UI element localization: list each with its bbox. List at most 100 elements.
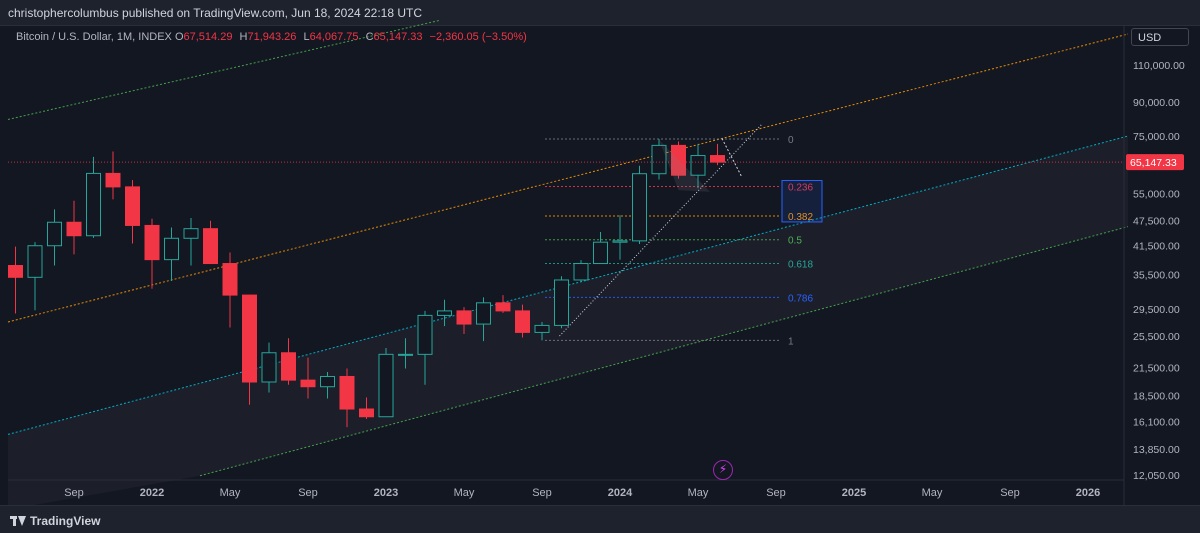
candle-body: [144, 224, 160, 261]
candle-body: [86, 172, 101, 237]
change-value: −2,360.05 (−3.50%): [429, 31, 527, 43]
brand-name: TradingView: [30, 514, 101, 528]
fib-level-label: 0.618: [788, 259, 813, 270]
candle-body: [261, 352, 277, 383]
last-price-tag: [1126, 154, 1184, 171]
open-value: 67,514.29: [183, 31, 233, 43]
chart-pane[interactable]: [8, 26, 1200, 505]
candle-body: [515, 310, 530, 333]
price-tick-label: 16,100.00: [1133, 416, 1180, 428]
price-tick-label: 18,500.00: [1133, 391, 1180, 403]
time-tick-label: May: [922, 487, 943, 499]
close-value: 65,147.33: [373, 31, 423, 43]
price-tick-label: 55,000.00: [1133, 189, 1180, 201]
currency-button[interactable]: USD: [1131, 28, 1189, 46]
candle-body: [359, 408, 374, 418]
high-value: 71,943.26: [247, 31, 297, 43]
time-tick-label: Sep: [1000, 487, 1020, 499]
candle-body: [242, 294, 257, 383]
fib-retracement: 0 0.236 0.382 0.5 0.618 0.786 1: [545, 135, 823, 347]
drawings-layer: [8, 123, 1124, 337]
candle-body: [105, 172, 121, 188]
candle-body: [125, 186, 140, 226]
candle-body: [690, 155, 706, 176]
low-value: 64,067.75: [309, 31, 359, 43]
fib-level-label: 0: [788, 135, 794, 146]
time-tick-label: 2022: [140, 487, 164, 499]
time-tick-label: 2025: [842, 487, 866, 499]
candle-body: [398, 353, 413, 356]
fib-level-label: 0.786: [788, 293, 813, 304]
axes-layer: 110,000.00 90,000.00 75,000.00 55,000.00 47,…: [8, 26, 1185, 505]
trend-line: [559, 123, 763, 337]
price-tick-label: 41,500.00: [1133, 241, 1180, 253]
tradingview-logo-icon: [10, 516, 26, 526]
published-info: christophercolumbus published on Trading…: [8, 6, 423, 20]
lower-green-channel-line: [199, 226, 1129, 477]
close-label: C: [365, 31, 374, 43]
price-tick-label: 47,500.00: [1133, 216, 1180, 228]
high-label: H: [239, 31, 248, 43]
candle-body: [8, 265, 23, 278]
channel-layer: [7, 19, 1129, 510]
time-tick-label: 2023: [374, 487, 398, 499]
projection-shape: [659, 139, 710, 192]
symbol-legend: Bitcoin / U.S. Dollar, 1M, INDEX O67,514…: [16, 31, 531, 43]
orange-channel-line: [7, 33, 1129, 323]
price-tick-label: 35,500.00: [1133, 270, 1180, 282]
candle-body: [47, 221, 62, 247]
top-bar: christophercolumbus published on Trading…: [0, 0, 1200, 26]
time-tick-label: 2024: [608, 487, 633, 499]
fib-level-label: 0.5: [788, 236, 802, 247]
tradingview-logo[interactable]: TradingView: [10, 514, 100, 528]
price-tick-label: 29,500.00: [1133, 304, 1180, 316]
time-tick-label: Sep: [532, 487, 552, 499]
candle-body: [183, 228, 199, 239]
price-tick-label: 90,000.00: [1133, 97, 1180, 109]
candle-body: [554, 279, 569, 326]
time-tick-label: May: [688, 487, 709, 499]
fib-level-label: 1: [788, 336, 794, 347]
time-tick-label: 2026: [1076, 487, 1100, 499]
candle-body: [671, 144, 686, 176]
lightning-icon[interactable]: ⚡: [713, 460, 733, 480]
candle-body: [66, 221, 82, 237]
candle-body: [417, 314, 433, 355]
candle-body: [378, 353, 394, 418]
candle-body: [612, 240, 628, 243]
candle-body: [593, 241, 608, 265]
price-tick-label: 75,000.00: [1133, 131, 1180, 143]
time-tick-label: May: [220, 487, 241, 499]
fib-level-label: 0.382: [788, 212, 813, 223]
price-tick-label: 21,500.00: [1133, 363, 1180, 375]
price-tick-label: 12,050.00: [1133, 470, 1180, 482]
candles-layer: [8, 138, 725, 428]
low-label: L: [303, 31, 310, 43]
candle-body: [27, 245, 43, 278]
candle-body: [437, 310, 452, 316]
candle-body: [710, 155, 725, 163]
candle-body: [476, 302, 491, 325]
time-tick-label: Sep: [64, 487, 84, 499]
upper-green-channel-line: [7, 19, 441, 120]
projection-line: [721, 138, 743, 178]
last-price-label: 65,147.33: [1130, 157, 1177, 169]
teal-channel-line: [7, 135, 1129, 435]
candle-body: [339, 375, 355, 410]
candle-body: [320, 375, 335, 388]
time-tick-label: Sep: [298, 487, 318, 499]
candle-body: [456, 310, 472, 325]
price-tick-label: 13,850.00: [1133, 444, 1180, 456]
candle-body: [164, 237, 179, 261]
candle-body: [300, 379, 316, 388]
time-tick-label: Sep: [766, 487, 786, 499]
candle-body: [534, 324, 550, 333]
footer-bar: TradingView: [0, 505, 1200, 533]
candle-body: [203, 228, 218, 265]
price-tick-label: 25,500.00: [1133, 331, 1180, 343]
time-tick-label: May: [454, 487, 475, 499]
candle-body: [651, 144, 667, 175]
candle-body: [281, 352, 296, 381]
candle-body: [495, 302, 511, 312]
